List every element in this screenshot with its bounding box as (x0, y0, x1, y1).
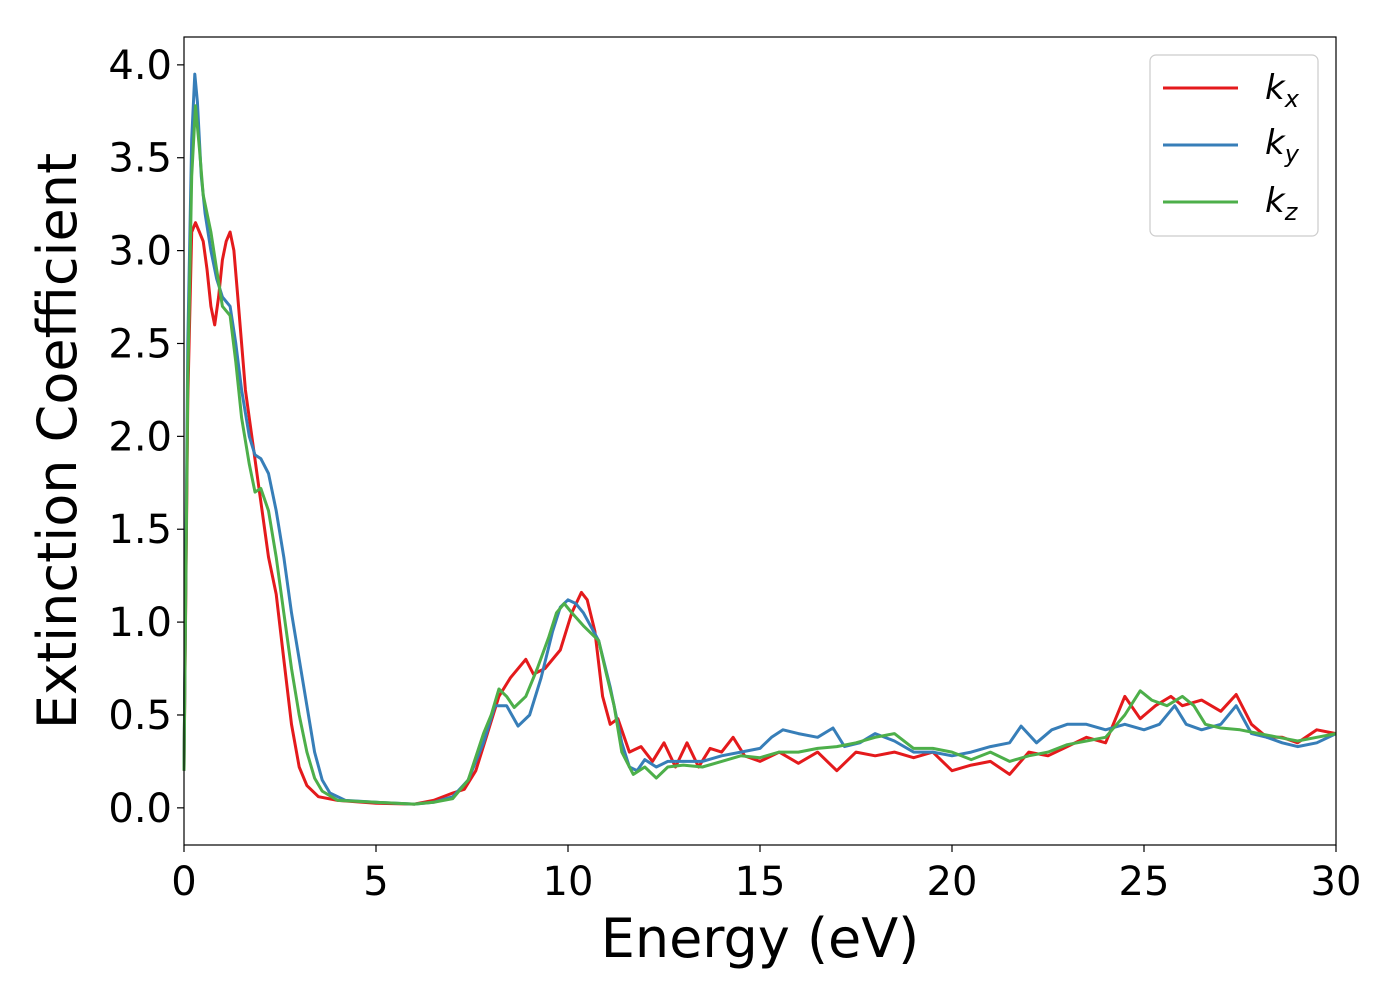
x-tick-label: 0 (171, 859, 196, 905)
y-tick-label: 1.0 (108, 600, 172, 646)
x-axis-title: Energy (eV) (601, 907, 920, 970)
legend-label-kx-base: k (1265, 68, 1286, 108)
series-line-kx (182, 221, 1337, 806)
series-line-kz (182, 104, 1337, 806)
legend-label-ky-subscript: y (1284, 140, 1300, 168)
series-line-ky (182, 72, 1337, 806)
x-tick-label: 25 (1119, 859, 1170, 905)
plot-background (184, 37, 1336, 845)
y-tick-label: 3.0 (108, 229, 172, 275)
x-axis-ticks: 0 5 10 15 20 25 30 (171, 845, 1361, 905)
legend-label-kx: kx (1265, 68, 1300, 113)
y-axis-ticks: 0.0 0.5 1.0 1.5 2.0 2.5 3.0 3.5 4.0 (108, 43, 184, 832)
x-tick-label: 5 (363, 859, 388, 905)
legend-label-ky-base: k (1265, 123, 1286, 163)
series-layer (182, 72, 1337, 806)
legend-label-ky: ky (1265, 123, 1300, 168)
y-axis-title: Extinction Coefficient (26, 153, 89, 729)
x-tick-label: 15 (735, 859, 786, 905)
y-tick-label: 0.5 (108, 693, 172, 739)
y-tick-label: 2.5 (108, 321, 172, 367)
y-tick-label: 4.0 (108, 43, 172, 89)
x-tick-label: 30 (1311, 859, 1362, 905)
legend-label-kz-subscript: z (1284, 198, 1299, 226)
legend-label-kx-subscript: x (1284, 85, 1300, 113)
y-tick-label: 0.0 (108, 786, 172, 832)
legend: kx ky kz (1149, 54, 1319, 237)
x-tick-label: 20 (927, 859, 978, 905)
y-tick-label: 3.5 (108, 136, 172, 182)
x-tick-label: 10 (543, 859, 594, 905)
y-tick-label: 2.0 (108, 414, 172, 460)
y-tick-label: 1.5 (108, 507, 172, 553)
legend-label-kz-base: k (1265, 181, 1286, 221)
legend-label-kz: kz (1265, 181, 1299, 226)
